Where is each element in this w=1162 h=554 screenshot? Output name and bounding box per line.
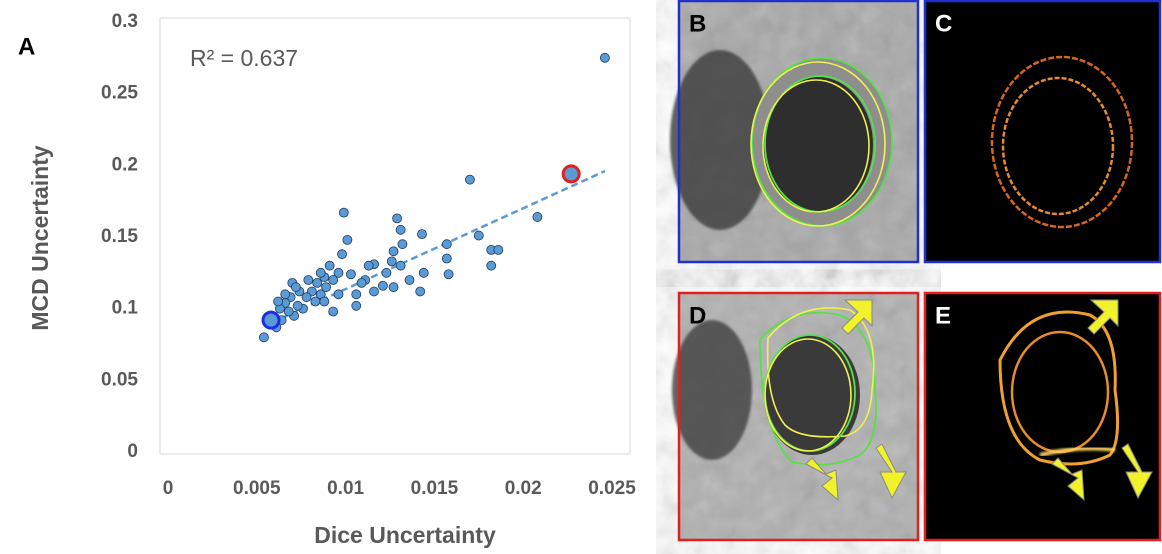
point [473,230,484,241]
y-tick-label: 0.25 [101,83,138,104]
point [599,52,610,63]
x-tick-label: 0.025 [588,478,636,499]
x-tick-label: 0.01 [327,478,364,499]
annotation: R² = 0.637 [190,45,298,71]
point [333,289,344,300]
point [328,275,339,285]
panel-e-image [926,294,1159,539]
point [303,275,314,285]
y-tick-label: 0.3 [112,11,138,32]
point [312,277,323,288]
point [351,289,362,300]
panel-border [677,0,920,264]
y-tick-label: 0.05 [101,369,138,390]
panel-label: B [689,10,706,37]
x-tick-label: 0 [163,478,174,499]
y-axis-label: MCD Uncertainty [27,145,53,331]
point [377,280,388,291]
point [397,239,408,250]
y-tick-label: 0.15 [101,226,138,247]
plot-frame [159,17,631,455]
point [415,286,426,297]
point [404,275,415,285]
panel-c-image [926,2,1159,261]
point [392,213,403,224]
point [369,286,379,297]
point [301,292,312,303]
point [417,229,427,240]
point [395,224,406,235]
panel-border [923,291,1162,542]
x-tick-label: 0.015 [411,478,459,499]
point [338,207,349,218]
point [333,267,344,278]
point [465,174,475,185]
point [418,267,429,278]
point [280,289,291,300]
point [351,300,362,311]
y-tick-label: 0 [127,441,138,462]
point [328,306,339,317]
point [292,300,303,311]
panel-d-image [672,294,917,539]
panel-label: D [689,302,706,329]
point [441,253,452,264]
point [381,267,392,278]
point [388,246,399,257]
point [532,212,543,222]
point [356,277,367,288]
point [486,260,497,271]
x-axis-label: Dice Uncertainty [314,522,496,548]
point [283,306,294,317]
x-tick-label: 0.005 [233,478,281,499]
highlight-point [561,164,581,184]
x-tick-label: 0.02 [505,478,542,499]
panel-label: C [935,10,952,37]
point [259,332,269,343]
panel-border [677,291,920,542]
point [493,244,504,255]
highlight-point [261,310,281,330]
point [315,267,326,278]
point [273,296,284,307]
point [363,260,374,271]
figure-label: A [18,33,35,60]
panel-label: E [935,302,951,329]
panel-border [923,0,1162,264]
point [321,282,331,293]
point [337,249,347,260]
point [342,234,353,245]
point [324,260,335,271]
point [310,296,321,307]
point [395,260,406,271]
y-tick-label: 0.2 [112,154,138,175]
y-tick-label: 0.1 [112,298,139,319]
point [386,256,397,267]
panel-b-image [670,2,917,261]
point [443,269,454,280]
point [319,296,330,307]
point [290,282,301,293]
point [346,269,356,280]
point [388,282,399,293]
point [441,239,452,250]
